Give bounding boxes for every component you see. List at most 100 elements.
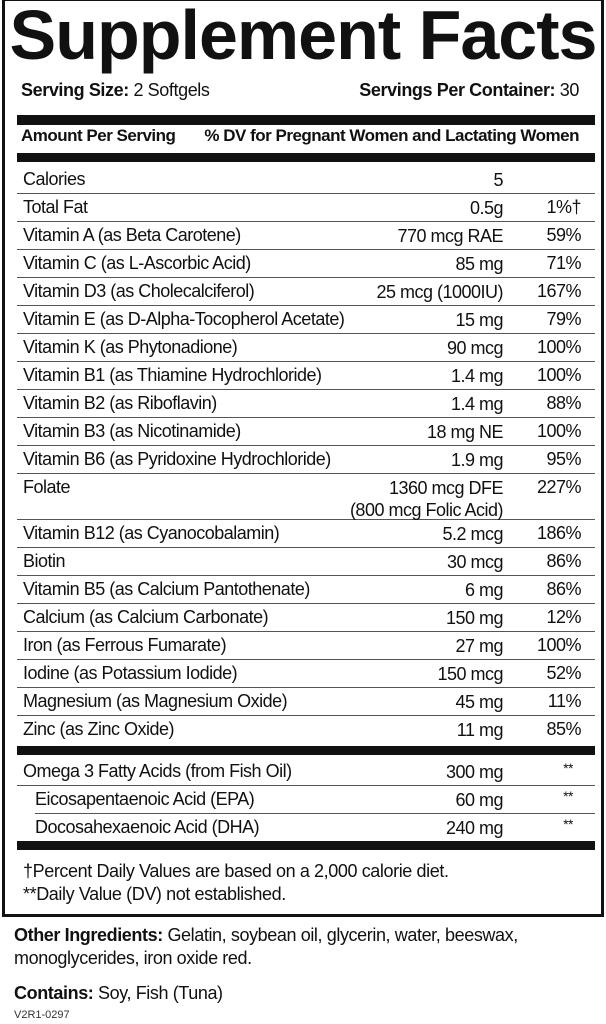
nutrient-name: Magnesium (as Magnesium Oxide): [23, 691, 288, 711]
dv-header: % DV for Pregnant Women and Lactating Wo…: [204, 126, 579, 145]
amount-value: 1.4 mg: [450, 394, 504, 414]
other-ingredients-label: Other Ingredients:: [14, 925, 163, 945]
nutrient-row: Vitamin B3 (as Nicotinamide) 18 mg NE 100%: [17, 417, 595, 446]
panel-title: Supplement Facts: [9, 0, 598, 74]
nutrient-amount: 240 mg: [445, 817, 504, 839]
serving-size-value: 2 Softgels: [133, 80, 210, 100]
nutrient-amount: 150 mcg: [437, 663, 503, 685]
nutrient-name: Vitamin B3 (as Nicotinamide): [23, 421, 241, 441]
nutrient-row: Vitamin B2 (as Riboflavin) 1.4 mg 88%: [17, 389, 595, 418]
nutrient-row: Vitamin B1 (as Thiamine Hydrochloride) 1.…: [17, 361, 595, 390]
nutrient-row: Folate 1360 mcg DFE (800 mcg Folic Acid) 22…: [17, 473, 595, 520]
nutrient-name: Vitamin E (as D-Alpha-Tocopherol Acetate…: [23, 309, 345, 329]
nutrient-name: Eicosapentaenoic Acid (EPA): [35, 789, 255, 809]
nutrient-dv: 95%: [546, 449, 581, 469]
nutrient-name: Vitamin C (as L-Ascorbic Acid): [23, 253, 251, 273]
amount-value: 0.5g: [469, 198, 504, 218]
nutrient-dv: 167%: [536, 281, 582, 301]
nutrient-row: Zinc (as Zinc Oxide) 11 mg 85%: [17, 715, 595, 743]
nutrient-row: Omega 3 Fatty Acids (from Fish Oil) 300 m…: [17, 757, 595, 786]
nutrient-name: Vitamin K (as Phytonadione): [23, 337, 238, 357]
nutrient-amount: 1.4 mg: [450, 365, 504, 387]
nutrient-dv: 100%: [536, 635, 582, 655]
amount-value: 25 mcg (1000IU): [376, 282, 503, 302]
nutrient-name: Zinc (as Zinc Oxide): [23, 719, 175, 739]
nutrient-dv: 59%: [546, 225, 581, 245]
amount-value: 6 mg: [464, 580, 504, 600]
other-ingredients-text: monoglycerides, iron oxide red.: [14, 948, 252, 968]
nutrient-name: Vitamin B2 (as Riboflavin): [23, 393, 217, 413]
nutrient-name: Vitamin B5 (as Calcium Pantothenate): [23, 579, 310, 599]
nutrient-row: Iodine (as Potassium Iodide) 150 mcg 52%: [17, 659, 595, 688]
nutrient-dv: 1%†: [546, 197, 581, 217]
amount-value: 18 mg NE: [426, 422, 504, 442]
nutrient-amount: 1.4 mg: [450, 393, 504, 415]
nutrient-dv: 100%: [536, 337, 582, 357]
other-ingredients-text: Gelatin, soybean oil, glycerin, water, b…: [167, 925, 518, 945]
nutrient-amount: 0.5g: [469, 197, 504, 219]
nutrient-amount: 45 mg: [455, 691, 503, 713]
nutrient-dv: 86%: [546, 551, 581, 571]
nutrient-amount: 25 mcg (1000IU): [376, 281, 503, 303]
nutrient-dv: 11%: [547, 691, 582, 711]
divider-bar: [17, 746, 595, 755]
nutrient-amount: 85 mg: [455, 253, 503, 275]
nutrient-name: Vitamin D3 (as Cholecalciferol): [23, 281, 255, 301]
nutrient-amount: 1360 mcg DFE (800 mcg Folic Acid): [349, 477, 504, 521]
nutrient-name: Calcium (as Calcium Carbonate): [23, 607, 269, 627]
amount-detail: (800 mcg Folic Acid): [349, 500, 504, 520]
nutrient-dv: **: [563, 760, 573, 776]
amount-value: 45 mg: [455, 692, 503, 712]
amount-value: 150 mg: [445, 608, 504, 628]
amount-value: 1.4 mg: [450, 366, 504, 386]
nutrient-row: Vitamin K (as Phytonadione) 90 mcg 100%: [17, 333, 595, 362]
nutrient-name: Biotin: [23, 551, 66, 571]
nutrient-row: Vitamin B12 (as Cyanocobalamin) 5.2 mcg 18…: [17, 519, 595, 548]
nutrient-row: Vitamin C (as L-Ascorbic Acid) 85 mg 71%: [17, 249, 595, 278]
nutrient-dv: **: [563, 788, 573, 804]
serving-size: Serving Size: 2 Softgels: [21, 80, 210, 101]
amount-value: 150 mcg: [437, 664, 503, 684]
nutrient-amount: 5: [493, 169, 503, 191]
nutrient-amount: 15 mg: [455, 309, 503, 331]
contains-label: Contains:: [14, 983, 94, 1003]
nutrient-amount: 90 mcg: [446, 337, 504, 359]
nutrient-amount: 300 mg: [446, 761, 504, 783]
nutrient-row: Eicosapentaenoic Acid (EPA) 60 mg **: [35, 785, 595, 814]
nutrient-amount: 1.9 mg: [450, 449, 504, 471]
nutrient-row: Calcium (as Calcium Carbonate) 150 mg 12%: [17, 603, 595, 632]
amount-value: 240 mg: [445, 818, 504, 838]
amount-value: 90 mcg: [446, 338, 504, 358]
supplement-facts-panel: Supplement Facts Serving Size: 2 Softgel…: [2, 0, 604, 917]
footnote-dv: †Percent Daily Values are based on a 2,0…: [23, 861, 449, 881]
amount-value: 85 mg: [455, 254, 503, 274]
footnote-not-established: **Daily Value (DV) not established.: [23, 884, 286, 904]
nutrient-name: Omega 3 Fatty Acids (from Fish Oil): [23, 761, 292, 781]
nutrient-name: Total Fat: [23, 197, 88, 217]
nutrient-name: Vitamin B12 (as Cyanocobalamin): [23, 523, 280, 543]
divider-bar: [17, 841, 595, 850]
amount-value: 60 mg: [455, 790, 503, 810]
nutrient-amount: 60 mg: [455, 789, 503, 811]
amount-value: 30 mcg: [446, 552, 504, 572]
nutrient-name: Vitamin B6 (as Pyridoxine Hydrochloride): [23, 449, 331, 469]
nutrient-row: Magnesium (as Magnesium Oxide) 45 mg 11%: [17, 687, 595, 716]
nutrient-amount: 18 mg NE: [426, 421, 504, 443]
nutrient-dv: 12%: [546, 607, 581, 627]
nutrient-name: Calories: [23, 169, 86, 189]
nutrient-dv: 88%: [546, 393, 581, 413]
amount-value: 27 mg: [455, 636, 503, 656]
nutrient-row: Biotin 30 mcg 86%: [17, 547, 595, 576]
nutrient-row: Vitamin D3 (as Cholecalciferol) 25 mcg (1…: [17, 277, 595, 306]
nutrient-dv: 186%: [536, 523, 582, 543]
nutrient-row: Vitamin A (as Beta Carotene) 770 mcg RAE 5…: [17, 221, 595, 250]
amount-value: 1.9 mg: [450, 450, 504, 470]
nutrient-amount: 27 mg: [455, 635, 503, 657]
nutrient-amount: 150 mg: [445, 607, 504, 629]
amount-value: 5: [493, 170, 503, 190]
amount-value: 1360 mcg DFE: [388, 478, 504, 498]
nutrient-amount: 30 mcg: [446, 551, 504, 573]
nutrient-row: Vitamin B5 (as Calcium Pantothenate) 6 mg…: [17, 575, 595, 604]
nutrient-dv: 100%: [536, 421, 582, 441]
contains-value: Soy, Fish (Tuna): [98, 983, 223, 1003]
